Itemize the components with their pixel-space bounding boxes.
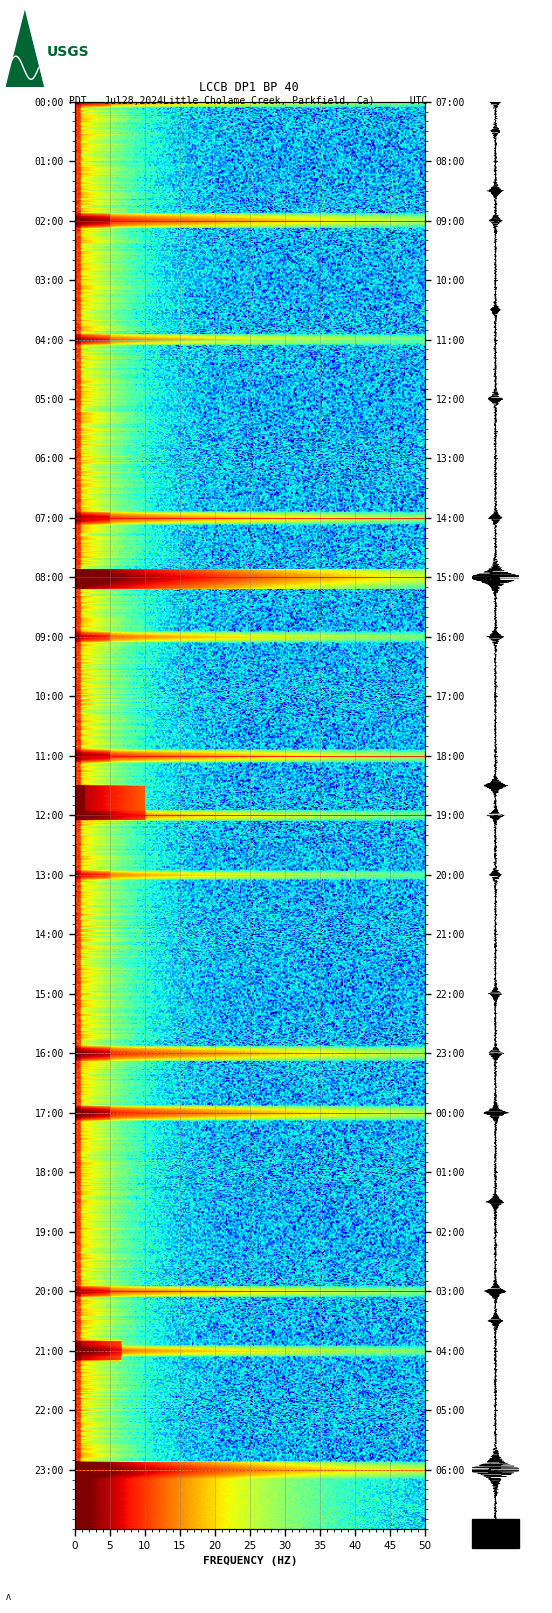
X-axis label: FREQUENCY (HZ): FREQUENCY (HZ) bbox=[203, 1557, 297, 1566]
Text: LCCB DP1 BP 40: LCCB DP1 BP 40 bbox=[199, 81, 298, 94]
Text: Λ: Λ bbox=[6, 1594, 10, 1602]
Text: USGS: USGS bbox=[47, 45, 89, 60]
Text: PDT   Jul28,2024Little Cholame Creek, Parkfield, Ca)      UTC: PDT Jul28,2024Little Cholame Creek, Park… bbox=[69, 95, 428, 106]
Polygon shape bbox=[6, 10, 44, 87]
